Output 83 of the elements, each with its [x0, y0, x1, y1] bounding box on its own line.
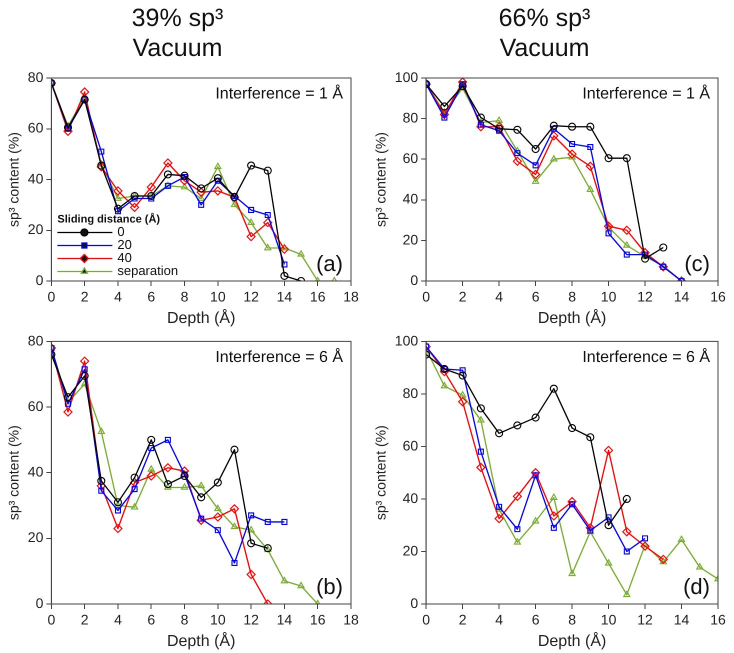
x-axis-title: Depth (Å) [166, 308, 236, 327]
y-axis-title: sp³ content (%) [5, 425, 22, 520]
y-axis-title: sp³ content (%) [372, 132, 388, 227]
x-tick-label: 8 [568, 611, 576, 628]
x-tick-label: 10 [600, 611, 617, 628]
y-tick-label: 0 [410, 594, 418, 611]
annotation: (b) [316, 574, 343, 600]
legend-label: 20 [117, 237, 132, 252]
x-tick-label: 14 [674, 288, 690, 304]
y-tick-label: 80 [28, 68, 44, 85]
y-tick-label: 40 [28, 170, 44, 186]
x-tick-label: 4 [495, 288, 504, 304]
y-tick-label: 60 [28, 398, 44, 414]
y-tick-label: 0 [410, 272, 418, 288]
y-tick-label: 80 [28, 332, 44, 348]
x-tick-label: 6 [147, 611, 156, 628]
y-tick-label: 60 [402, 437, 418, 454]
x-tick-label: 6 [532, 288, 540, 304]
x-tick-label: 6 [532, 611, 540, 628]
legend-label: separation [117, 263, 178, 278]
x-tick-label: 4 [114, 611, 122, 628]
y-tick-label: 0 [36, 272, 44, 288]
annotation: Interference = 6 Å [215, 348, 344, 366]
x-tick-label: 8 [568, 288, 576, 304]
x-tick-label: 12 [243, 611, 260, 628]
annotation: (c) [684, 251, 710, 276]
y-tick-label: 20 [28, 529, 44, 546]
y-tick-label: 40 [402, 490, 418, 506]
annotation: (d) [683, 574, 710, 600]
x-tick-label: 16 [710, 288, 726, 304]
x-tick-label: 12 [637, 288, 654, 304]
annotation: Interference = 6 Å [582, 348, 710, 366]
x-tick-label: 16 [710, 611, 726, 628]
y-tick-label: 0 [36, 594, 44, 611]
y-tick-label: 20 [402, 231, 418, 248]
x-tick-label: 4 [495, 611, 504, 628]
annotation: Interference = 1 Å [215, 84, 344, 102]
chart-title: 66% sp³ Vacuum [498, 4, 590, 62]
x-tick-label: 2 [80, 611, 89, 628]
legend-label: 40 [117, 250, 132, 266]
y-tick-label: 60 [28, 120, 44, 136]
annotation: (a) [316, 251, 343, 276]
chart-title: 39% sp³ Vacuum [132, 4, 224, 62]
x-tick-label: 0 [47, 611, 56, 628]
x-tick-label: 8 [180, 288, 189, 304]
x-tick-label: 16 [310, 288, 326, 304]
x-tick-label: 0 [47, 288, 56, 304]
x-tick-label: 2 [458, 288, 467, 304]
y-tick-label: 80 [402, 109, 418, 126]
x-axis-title: Depth (Å) [538, 632, 606, 650]
x-tick-label: 10 [210, 611, 226, 628]
x-tick-label: 8 [180, 611, 189, 628]
y-tick-label: 40 [28, 464, 44, 480]
y-axis-title: sp³ content (%) [5, 132, 22, 227]
y-tick-label: 60 [402, 150, 418, 166]
legend-title: Sliding distance (Å) [57, 212, 160, 226]
x-axis-title: Depth (Å) [166, 632, 236, 650]
x-tick-label: 18 [343, 611, 359, 628]
y-tick-label: 100 [394, 332, 418, 348]
x-tick-label: 2 [80, 288, 89, 304]
x-tick-label: 14 [276, 288, 292, 304]
x-tick-label: 4 [114, 288, 122, 304]
x-tick-label: 12 [243, 288, 260, 304]
y-tick-label: 20 [28, 221, 44, 238]
legend-label: 0 [117, 224, 125, 240]
x-tick-label: 14 [674, 611, 690, 628]
x-tick-label: 10 [600, 288, 617, 304]
annotation: Interference = 1 Å [582, 84, 710, 102]
x-tick-label: 14 [276, 611, 292, 628]
x-axis-title: Depth (Å) [538, 308, 606, 327]
y-tick-label: 100 [394, 68, 418, 85]
y-axis-title: sp³ content (%) [372, 425, 388, 520]
x-tick-label: 12 [637, 611, 654, 628]
x-tick-label: 6 [147, 288, 156, 304]
y-tick-label: 80 [402, 384, 418, 401]
y-tick-label: 20 [402, 542, 418, 558]
x-tick-label: 18 [343, 288, 359, 304]
x-tick-label: 0 [422, 288, 430, 304]
x-tick-label: 10 [210, 288, 226, 304]
x-tick-label: 2 [458, 611, 467, 628]
x-tick-label: 0 [422, 611, 430, 628]
x-tick-label: 16 [310, 611, 326, 628]
y-tick-label: 40 [402, 190, 418, 207]
